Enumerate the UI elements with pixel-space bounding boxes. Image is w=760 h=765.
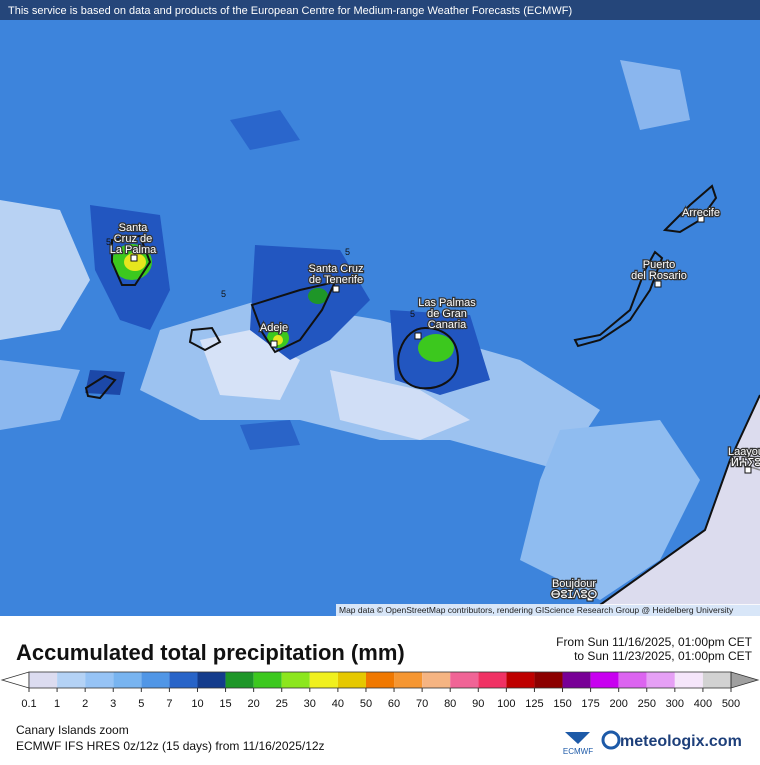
colorbar-tick-label: 80 [444,698,456,710]
colorbar-bin [253,672,282,688]
colorbar-bin [29,672,58,688]
city-marker [654,280,662,288]
city-label: Canaria [428,319,467,331]
city-marker [270,340,278,348]
colorbar-bin [281,672,310,688]
colorbar-tick-label: 0.1 [21,698,36,710]
colorbar-bin [618,672,647,688]
city-label: Adeje [260,322,288,334]
colorbar-tick-label: 15 [219,698,231,710]
colorbar-tick-label: 10 [191,698,203,710]
colorbar-tick-label: 100 [497,698,515,710]
city-label: ⵍⵄⵢⵓ [731,457,760,469]
colorbar-tick-label: 3 [110,698,116,710]
colorbar-tick-label: 40 [332,698,344,710]
colorbar-bin [478,672,507,688]
city-marker [744,466,752,474]
colorbar-bin [169,672,198,688]
colorbar-tick-label: 1 [54,698,60,710]
colorbar-tick-label: 300 [666,698,684,710]
colorbar-tick-label: 60 [388,698,400,710]
model: ECMWF IFS HRES 0z/12z (15 days) from 11/… [16,739,325,753]
legend: Accumulated total precipitation (mm) Fro… [0,635,760,756]
colorbar-tick-label: 125 [525,698,543,710]
colorbar-tick-label: 400 [694,698,712,710]
contour-label: 5 [221,289,226,299]
colorbar-tick-label: 20 [248,698,260,710]
colorbar-bin [141,672,170,688]
colorbar-tick-label: 90 [472,698,484,710]
colorbar-tick-label: 7 [166,698,172,710]
city-label: de Tenerife [309,274,363,286]
city-label: Santa [119,222,149,234]
contour-label: 5 [345,247,350,257]
colorbar-over [730,671,760,689]
meteologix-logo: meteologix.com [620,733,742,750]
colorbar-tick-label: 500 [722,698,740,710]
colorbar-tick-label: 150 [553,698,571,710]
city-label: Cruz de [114,233,153,245]
colorbar-bin [309,672,338,688]
banner: This service is based on data and produc… [8,5,572,17]
city-label: del Rosario [631,270,687,282]
colorbar-bin [337,672,366,688]
city-label: Arrecife [682,207,720,219]
city-label: Laayou [728,446,760,458]
city-marker [332,285,340,293]
colorbar-bin [197,672,226,688]
colorbar-tick-label: 5 [138,698,144,710]
colorbar-bin [506,672,535,688]
colorbar-bin [702,672,731,688]
city-label: Las Palmas [418,297,476,309]
attribution: Map data © OpenStreetMap contributors, r… [339,605,734,615]
region: Canary Islands zoom [16,723,129,737]
city-label: Santa Cruz [308,263,363,275]
colorbar-tick-label: 2 [82,698,88,710]
colorbar-bin [85,672,114,688]
colorbar-under [0,671,30,689]
city-marker [586,594,594,602]
colorbar-frame [28,671,732,689]
colorbar-bin [394,672,423,688]
colorbar-bin [590,672,619,688]
city-marker [414,332,422,340]
colorbar-tick-label: 30 [304,698,316,710]
colorbar-bin [57,672,86,688]
colorbar-bin [422,672,451,688]
contour-label: 5 [410,309,415,319]
colorbar-bin [674,672,703,688]
colorbar-bin [113,672,142,688]
colorbar-tick-label: 25 [276,698,288,710]
ecmwf-logo: ECMWF [563,747,593,756]
legend-title: Accumulated total precipitation (mm) [16,640,405,665]
colorbar-tick-label: 250 [638,698,656,710]
colorbar-bin [225,672,254,688]
city-label: La Palma [110,244,157,256]
colorbar-tick-label: 175 [581,698,599,710]
colorbar-bin [646,672,675,688]
colorbar-bin [365,672,395,688]
city-marker [697,215,705,223]
map: This service is based on data and produc… [0,0,760,616]
colorbar-bin [450,672,479,688]
period-from: From Sun 11/16/2025, 01:00pm CET [556,635,753,649]
city-label: Puerto [643,259,675,271]
colorbar-bin [534,672,563,688]
city-label: de Gran [427,308,467,320]
contour-label: 5 [106,237,111,247]
city-label: Boujdour [552,578,596,590]
city-label: ⴱⵓⵊⴷⵓⵔ [551,589,598,601]
colorbar-tick-label: 200 [610,698,628,710]
period-to: to Sun 11/23/2025, 01:00pm CET [574,649,753,663]
colorbar-tick-label: 50 [360,698,372,710]
city-marker [130,254,138,262]
colorbar-bin [562,672,591,688]
colorbar-tick-label: 70 [416,698,428,710]
